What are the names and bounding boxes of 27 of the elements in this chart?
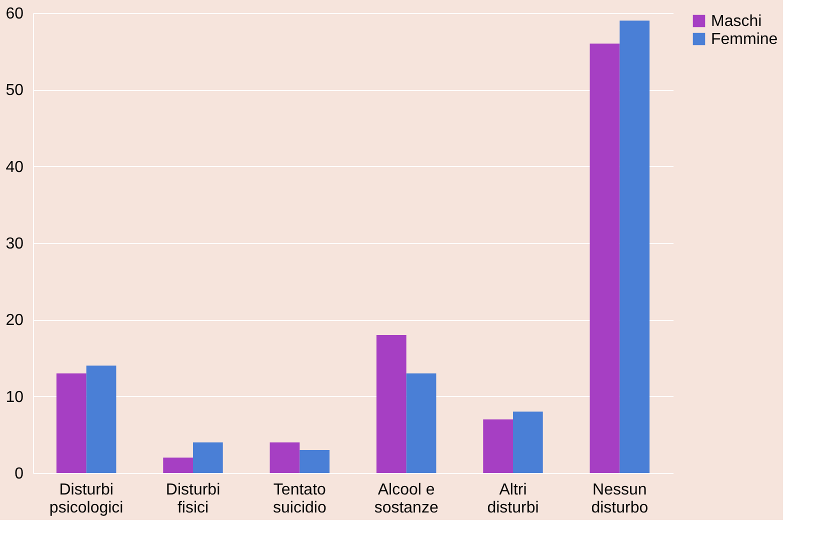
bar (86, 366, 116, 473)
legend-label: Maschi (711, 13, 762, 30)
y-tick-label: 60 (6, 6, 24, 22)
bar (56, 373, 86, 473)
bar (483, 419, 513, 473)
bar (163, 458, 193, 473)
y-tick-label: 10 (6, 388, 24, 406)
y-tick-label: 50 (6, 82, 24, 100)
x-tick-label: Nessun disturbo (591, 482, 648, 516)
y-tick-label: 30 (6, 236, 24, 252)
y-tick-label: 20 (6, 312, 24, 330)
y-tick-label: 40 (6, 158, 24, 176)
bar (300, 450, 330, 473)
x-tick-label: Disturbi fisici (166, 482, 220, 516)
x-tick-label: Altri disturbi (487, 482, 539, 516)
x-tick-label: Disturbi psicologici (49, 482, 124, 516)
bar (376, 335, 406, 473)
bar (406, 373, 436, 473)
x-tick-label: Tentato suicidio (272, 482, 326, 516)
bar (513, 412, 543, 473)
y-tick-label: 0 (14, 466, 24, 482)
bar (270, 442, 300, 473)
bar (193, 442, 223, 473)
legend-label: Femmine (711, 31, 778, 48)
x-tick-label: Alcool e sostanze (374, 482, 438, 516)
bar (620, 20, 650, 473)
bar (590, 44, 620, 473)
